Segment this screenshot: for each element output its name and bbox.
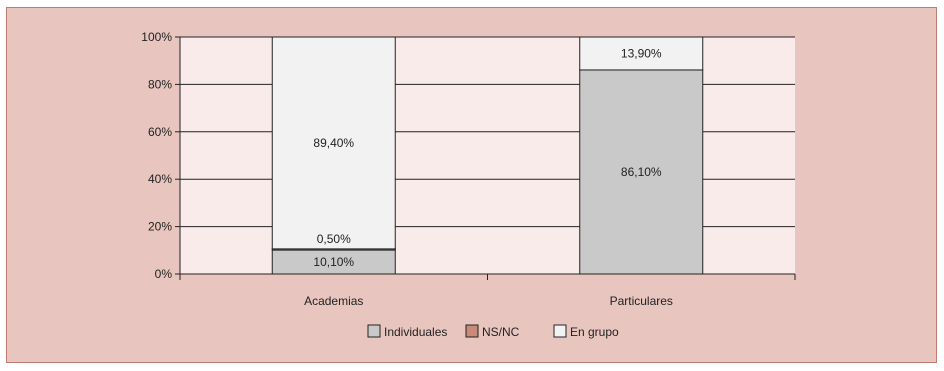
y-tick-label: 100% <box>141 30 172 44</box>
data-label: 10,10% <box>313 255 354 269</box>
y-tick-label: 20% <box>148 220 172 234</box>
legend-swatch <box>367 324 381 338</box>
data-labels: 10,10% 0,50% 89,40% 86,10% 13,90% <box>313 46 662 269</box>
legend-swatch <box>465 324 479 338</box>
x-axis: Academias Particulares <box>179 273 796 308</box>
bars <box>271 36 704 275</box>
y-tick-label: 80% <box>148 77 172 91</box>
y-tick-label: 40% <box>148 172 172 186</box>
y-axis: 0% 20% 40% 60% 80% 100% <box>141 30 181 281</box>
bar-segment <box>579 69 704 275</box>
bar-segment <box>579 36 704 71</box>
data-label: 0,50% <box>317 232 351 246</box>
legend: Individuales NS/NC En grupo <box>367 324 619 339</box>
data-label: 13,90% <box>621 46 662 60</box>
y-tick-label: 0% <box>155 267 173 281</box>
bar-segment <box>271 36 396 250</box>
legend-label: NS/NC <box>482 325 520 339</box>
category-label: Academias <box>304 294 363 308</box>
legend-label: En grupo <box>570 325 619 339</box>
data-label: 89,40% <box>313 136 354 150</box>
category-label: Particulares <box>610 294 673 308</box>
legend-swatch <box>553 324 567 338</box>
y-tick-label: 60% <box>148 125 172 139</box>
legend-label: Individuales <box>384 325 447 339</box>
data-label: 86,10% <box>621 165 662 179</box>
